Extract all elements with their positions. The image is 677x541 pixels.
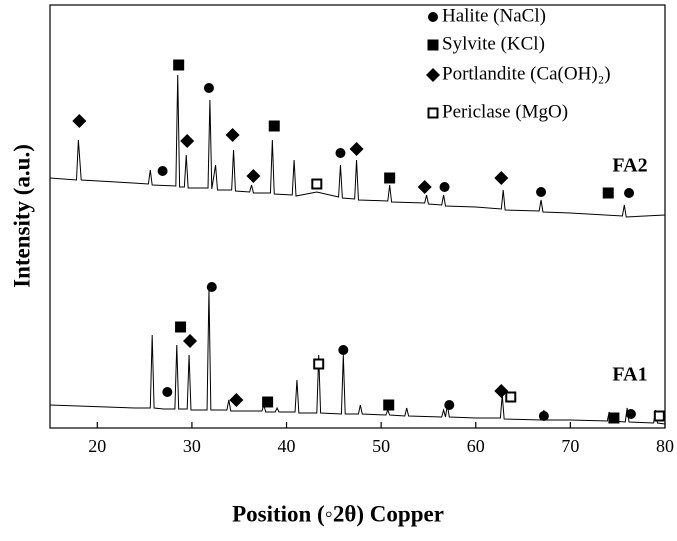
- legend-symbol: [428, 12, 438, 22]
- peak-marker: [225, 128, 240, 142]
- peak-marker: [162, 387, 173, 397]
- series-label: FA2: [612, 155, 647, 177]
- x-tick-label: 60: [467, 436, 485, 456]
- peak-marker: [608, 412, 620, 424]
- series-label: FA1: [612, 364, 647, 386]
- peak-marker: [262, 396, 274, 408]
- peak-marker: [311, 178, 323, 190]
- legend-symbol: [426, 68, 440, 82]
- peak-marker: [183, 334, 198, 348]
- peak-marker: [439, 182, 450, 192]
- peak-marker: [313, 358, 325, 370]
- legend-symbol: [427, 107, 439, 119]
- peak-marker: [157, 166, 168, 176]
- peak-marker: [349, 142, 364, 156]
- peak-marker: [536, 187, 547, 197]
- x-tick-label: 50: [372, 436, 390, 456]
- peak-marker: [538, 411, 549, 421]
- x-axis-label: Position (◦2θ) Copper: [232, 501, 444, 526]
- x-tick-label: 80: [656, 436, 674, 456]
- peak-marker: [173, 59, 185, 71]
- peak-marker: [229, 393, 244, 407]
- x-tick-label: 20: [88, 436, 106, 456]
- legend-label: Portlandite (Ca(OH)₂): [442, 63, 611, 84]
- peak-marker: [72, 114, 87, 128]
- legend-label: Periclase (MgO): [442, 101, 568, 122]
- peak-marker: [494, 171, 509, 185]
- legend-symbol: [427, 39, 439, 51]
- peak-marker: [203, 83, 214, 93]
- y-axis-label: Intensity (a.u.): [9, 144, 34, 288]
- peak-marker: [246, 169, 261, 183]
- plot-frame: [49, 4, 666, 429]
- peak-marker: [494, 384, 509, 398]
- peak-marker: [175, 321, 187, 333]
- peak-marker: [417, 180, 432, 194]
- peak-marker: [335, 148, 346, 158]
- peak-marker: [602, 187, 614, 199]
- peak-marker: [268, 120, 280, 132]
- legend-label: Halite (NaCl): [442, 5, 546, 26]
- peak-marker: [384, 172, 396, 184]
- peak-marker: [505, 391, 517, 403]
- peak-marker: [625, 409, 636, 419]
- trace: [49, 289, 666, 425]
- peak-marker: [653, 410, 665, 422]
- peak-marker: [338, 345, 349, 355]
- peak-marker: [624, 188, 635, 198]
- peak-marker: [206, 282, 217, 292]
- legend-label: Sylvite (KCl): [442, 33, 545, 54]
- x-tick-label: 70: [561, 436, 579, 456]
- x-tick-label: 30: [183, 436, 201, 456]
- peak-marker: [444, 400, 455, 410]
- peak-marker: [383, 399, 395, 411]
- peak-marker: [180, 134, 195, 148]
- x-tick-label: 40: [278, 436, 296, 456]
- trace: [49, 74, 666, 218]
